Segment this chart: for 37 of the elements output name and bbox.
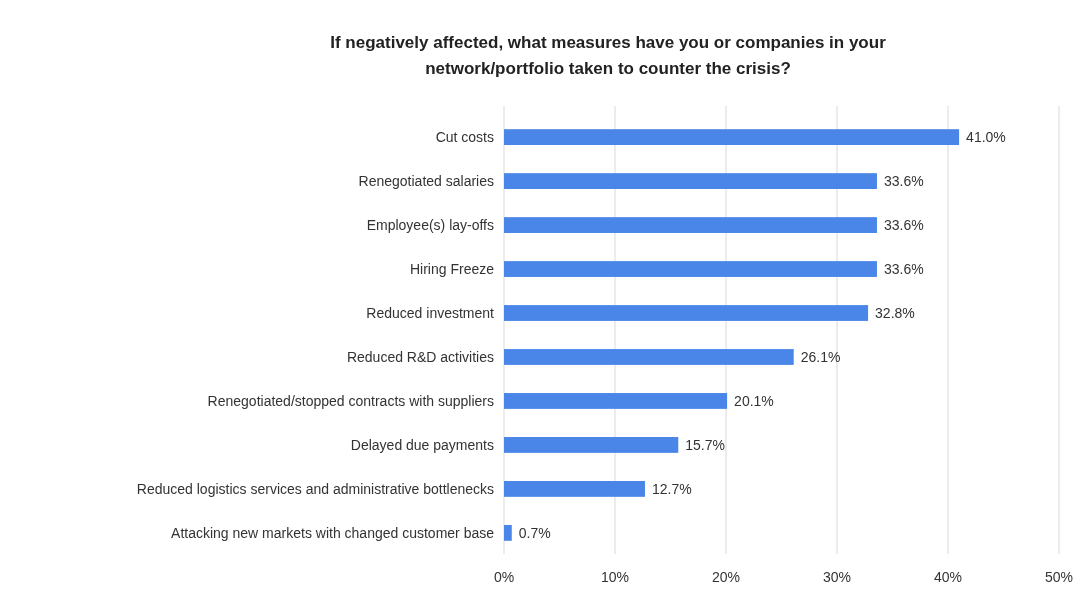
y-tick-label: Renegotiated salaries [358,172,494,189]
x-tick-label: 20% [711,569,741,585]
data-label: 41.0% [966,129,1006,146]
y-tick-label: Hiring Freeze [409,260,495,277]
bar [504,173,877,189]
y-tick-label: Reduced R&D activities [346,348,494,365]
bar [504,481,645,497]
data-label: 0.7% [518,524,551,541]
y-tick-label: Renegotiated/stopped contracts with suppliers [207,392,494,409]
x-tick-label: 10% [600,569,630,585]
bar [504,305,869,321]
data-label: 20.1% [734,392,774,409]
x-tick-label: 0% [493,569,515,585]
bar [504,129,960,146]
data-label: 12.7% [651,480,692,497]
data-label: 33.6% [883,260,924,277]
bar [504,261,877,277]
data-label: 26.1% [800,348,841,365]
y-tick-label: Attacking new markets with changed customer base [171,524,495,541]
data-label: 33.6% [883,172,924,189]
bar [504,524,512,541]
y-tick-label: Employee(s) lay-offs [366,216,494,233]
y-tick-label: Reduced logistics services and administrative bottlenecks [136,480,494,497]
data-label: 15.7% [685,436,725,453]
y-tick-label: Delayed due payments [350,436,494,453]
chart-title: If negatively affected, what measures have you or companies in your network/portfolio taken to counter the crisis? [330,33,887,78]
data-label: 32.8% [875,304,915,321]
bar [504,393,728,409]
data-label: 33.6% [883,216,924,233]
y-tick-label: Cut costs [435,129,494,146]
x-tick-label: 50% [1044,569,1074,585]
x-tick-label: 40% [933,569,963,585]
bar [504,437,679,453]
x-tick-label: 30% [822,569,852,585]
y-tick-label: Reduced investment [366,304,495,321]
bar [504,217,877,233]
bar [504,349,794,365]
